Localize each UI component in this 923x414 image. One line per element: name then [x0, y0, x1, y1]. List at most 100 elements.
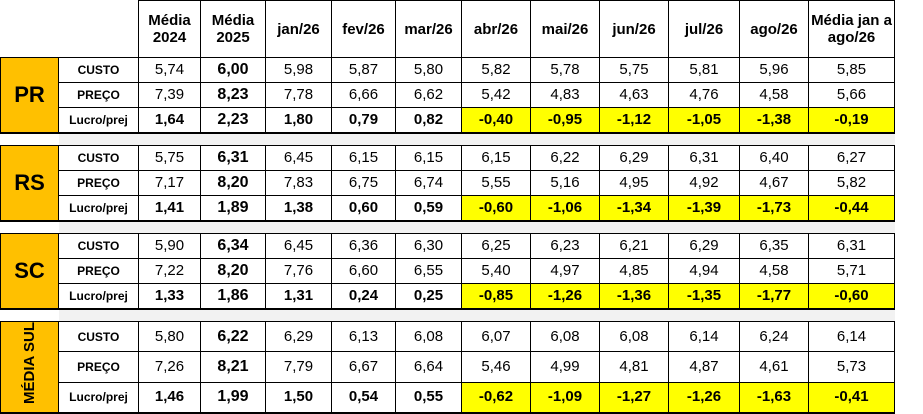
value-cell: 4,99 — [530, 351, 600, 383]
data-row: Lucro/prej 1,41 1,89 1,38 0,60 0,59 -0,60 -1,06… — [1, 195, 895, 222]
row-label: Lucro/prej — [58, 107, 139, 134]
value-cell: 7,76 — [265, 258, 332, 284]
value-cell: 1,46 — [138, 381, 201, 414]
group-separator — [0, 133, 895, 146]
value-cell-negative: -1,06 — [530, 195, 600, 222]
header-cell: jun/26 — [599, 0, 669, 58]
row-label: CUSTO — [58, 233, 139, 259]
value-cell: 6,29 — [599, 145, 669, 171]
value-cell: 7,78 — [265, 82, 332, 108]
value-cell: 0,24 — [331, 283, 396, 310]
state-name: MÉDIA SUL — [21, 322, 38, 404]
value-cell: 5,80 — [395, 57, 462, 83]
value-cell-negative: -1,34 — [599, 195, 669, 222]
header-cell: ago/26 — [739, 0, 809, 58]
value-cell: 5,87 — [331, 57, 396, 83]
header-cell: Média jan a ago/26 — [808, 0, 895, 58]
value-cell: 4,87 — [668, 351, 740, 383]
header-row: Média 2024 Média 2025 jan/26 fev/26 mar/… — [1, 0, 895, 58]
value-cell: 0,60 — [331, 195, 396, 222]
value-cell: 5,85 — [808, 57, 895, 83]
data-row: PREÇO 7,39 8,23 7,78 6,66 6,62 5,42 4,83 4,63 4,7… — [1, 82, 895, 108]
value-cell: 5,40 — [461, 258, 531, 284]
value-cell: 6,45 — [265, 145, 332, 171]
value-cell: 6,62 — [395, 82, 462, 108]
value-cell: 6,22 — [200, 320, 266, 353]
separator-cell — [0, 133, 59, 146]
value-cell: 1,41 — [138, 195, 201, 222]
value-cell: 6,15 — [331, 145, 396, 171]
state-name: SC — [14, 258, 45, 283]
value-cell: 8,20 — [200, 170, 266, 196]
value-cell: 1,86 — [200, 283, 266, 310]
data-row: MÉDIA SUL CUSTO 5,80 6,22 6,29 6,13 6,08 6,07 6,… — [0, 320, 895, 414]
value-cell: 6,66 — [331, 82, 396, 108]
state-label: MÉDIA SUL — [0, 320, 59, 414]
value-cell-negative: -1,09 — [530, 381, 600, 414]
header-empty — [1, 1, 59, 58]
value-cell: 6,74 — [395, 170, 462, 196]
separator-cell — [58, 133, 895, 146]
value-cell-negative: -0,95 — [530, 107, 600, 134]
value-cell-negative: -0,60 — [808, 283, 895, 310]
value-cell-negative: -1,05 — [668, 107, 740, 134]
value-cell: 5,71 — [808, 258, 895, 284]
group-separator — [0, 221, 895, 234]
data-row: PREÇO 7,26 8,21 7,79 6,67 6,64 5,46 4,99 4,81 4,8… — [1, 351, 895, 383]
value-cell-negative: -1,26 — [530, 283, 600, 310]
value-cell: 6,29 — [668, 233, 740, 259]
separator-cell — [58, 309, 895, 322]
data-row: PREÇO 7,22 8,20 7,76 6,60 6,55 5,40 4,97 4,85 4,9… — [1, 258, 895, 284]
value-cell: 6,31 — [808, 233, 895, 259]
value-cell: 4,61 — [739, 351, 809, 383]
value-cell: 4,81 — [599, 351, 669, 383]
value-cell: 6,30 — [395, 233, 462, 259]
value-cell: 6,35 — [739, 233, 809, 259]
value-cell: 6,21 — [599, 233, 669, 259]
value-cell: 4,63 — [599, 82, 669, 108]
state-name: PR — [14, 82, 45, 107]
value-cell: 5,78 — [530, 57, 600, 83]
value-cell-negative: -1,12 — [599, 107, 669, 134]
price-cost-table: Média 2024 Média 2025 jan/26 fev/26 mar/… — [0, 0, 895, 414]
table-body: Média 2024 Média 2025 jan/26 fev/26 mar/… — [0, 0, 895, 414]
value-cell: 1,99 — [200, 381, 266, 414]
value-cell-negative: -0,85 — [461, 283, 531, 310]
row-label: Lucro/prej — [58, 283, 139, 310]
value-cell: 4,58 — [739, 82, 809, 108]
value-cell: 4,97 — [530, 258, 600, 284]
value-cell: 1,89 — [200, 195, 266, 222]
value-cell: 6,27 — [808, 145, 895, 171]
value-cell: 1,33 — [138, 283, 201, 310]
value-cell: 5,98 — [265, 57, 332, 83]
value-cell-negative: -1,36 — [599, 283, 669, 310]
value-cell-negative: -0,62 — [461, 381, 531, 414]
value-cell: 1,80 — [265, 107, 332, 134]
value-cell: 8,20 — [200, 258, 266, 284]
header-cell: mar/26 — [395, 0, 462, 58]
value-cell-negative: -0,19 — [808, 107, 895, 134]
value-cell: 6,24 — [739, 320, 809, 353]
value-cell: 4,83 — [530, 82, 600, 108]
value-cell: 2,23 — [200, 107, 266, 134]
separator-cell — [0, 221, 59, 234]
value-cell: 7,39 — [138, 82, 201, 108]
header-cell: mai/26 — [530, 0, 600, 58]
value-cell-negative: -0,60 — [461, 195, 531, 222]
value-cell: 6,31 — [668, 145, 740, 171]
value-cell: 6,22 — [530, 145, 600, 171]
value-cell-negative: -1,27 — [599, 381, 669, 414]
value-cell: 5,75 — [138, 145, 201, 171]
value-cell: 7,83 — [265, 170, 332, 196]
value-cell-negative: -0,41 — [808, 381, 895, 414]
value-cell: 7,79 — [265, 351, 332, 383]
data-row: RS CUSTO 5,75 6,31 6,45 6,15 6,15 6,15 6,22 6,29 6… — [0, 145, 895, 222]
value-cell: 7,22 — [138, 258, 201, 284]
value-cell: 0,55 — [395, 381, 462, 414]
header-cell: Média 2025 — [200, 0, 266, 58]
value-cell-negative: -1,35 — [668, 283, 740, 310]
value-cell: 6,36 — [331, 233, 396, 259]
value-cell: 5,74 — [138, 57, 201, 83]
value-cell: 4,76 — [668, 82, 740, 108]
value-cell: 6,31 — [200, 145, 266, 171]
